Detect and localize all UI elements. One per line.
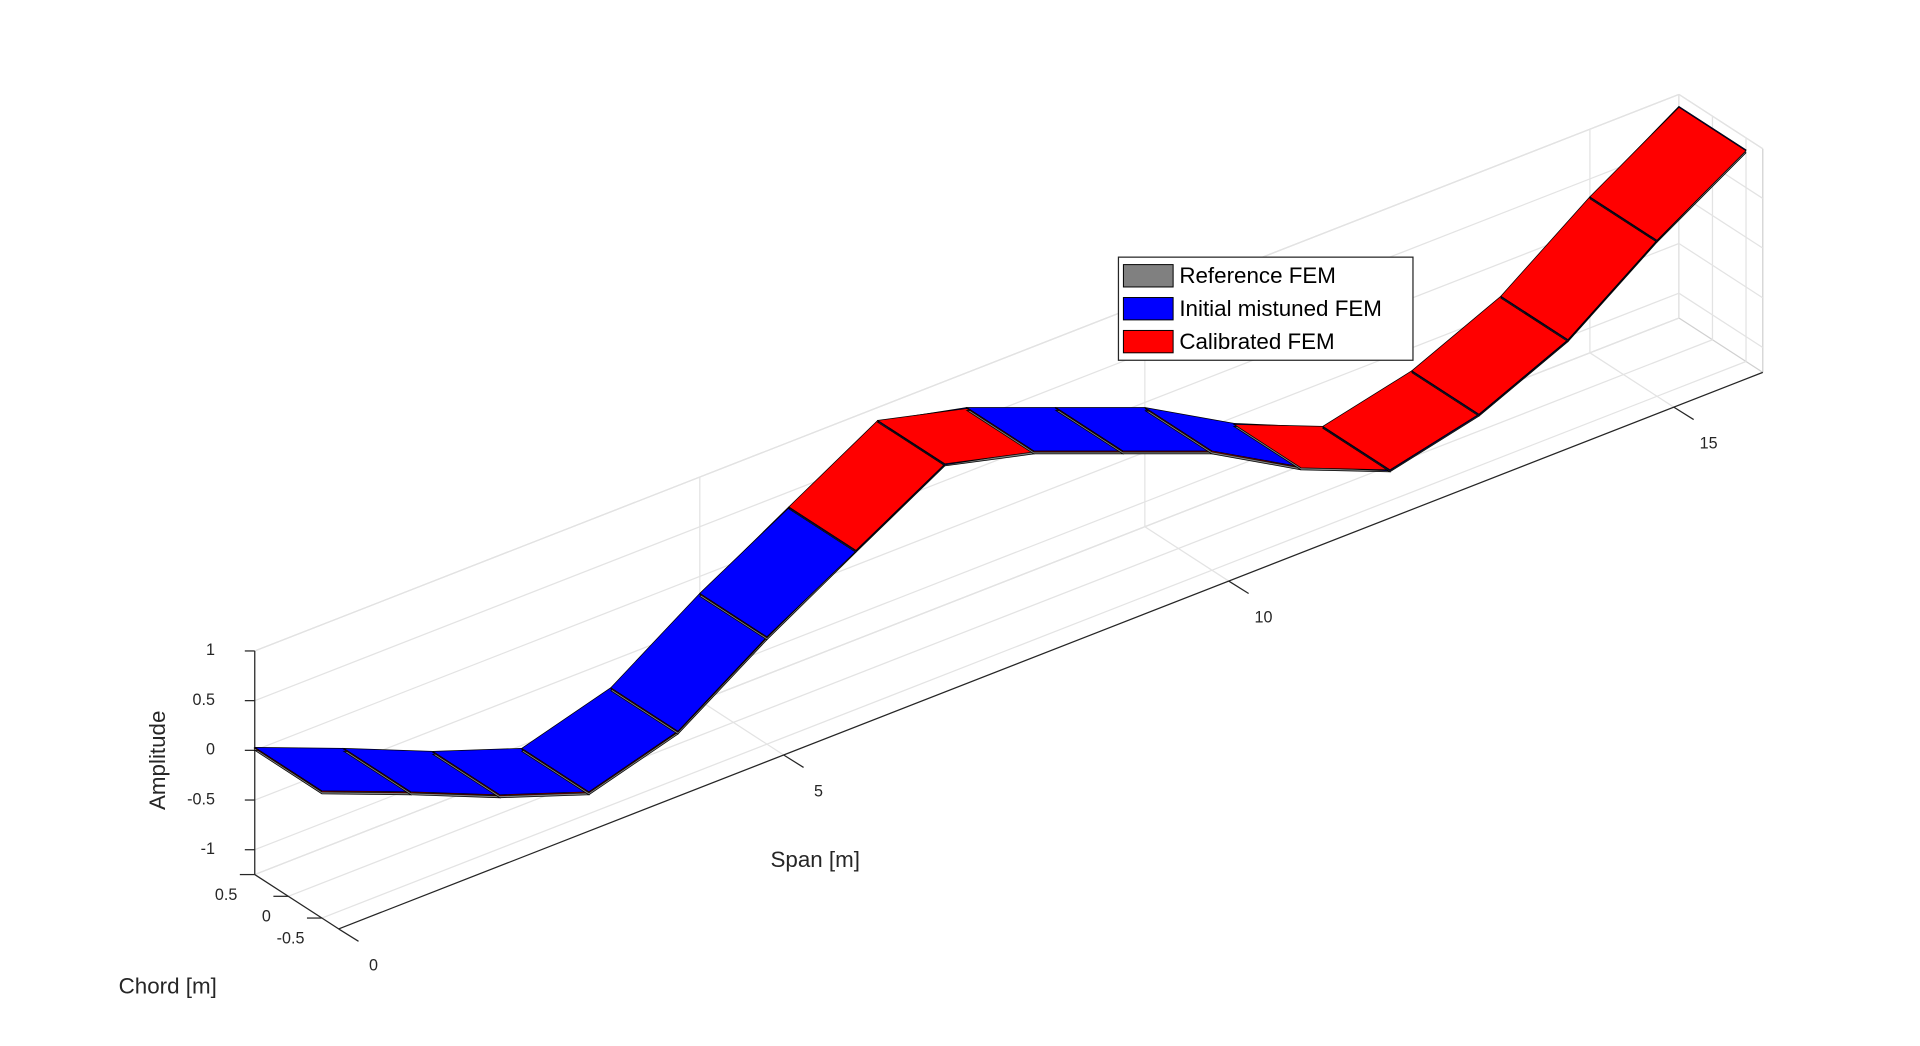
grid-line	[1144, 526, 1230, 582]
x-axis	[338, 371, 1764, 930]
z-axis-label: Amplitude	[145, 711, 170, 810]
y-tick-label: -0.5	[277, 929, 305, 947]
x-tick	[783, 754, 804, 768]
grid-line	[254, 242, 1680, 801]
legend-swatch	[1122, 297, 1174, 321]
grid-line	[1589, 352, 1675, 408]
grid-line	[699, 700, 785, 756]
x-tick	[338, 928, 359, 942]
grid-line	[1678, 242, 1764, 299]
z-tick-label: 1	[206, 641, 215, 659]
x-tick	[1673, 406, 1694, 421]
grid-line	[321, 360, 1747, 919]
grid-line	[254, 93, 1680, 652]
legend-label: Calibrated FEM	[1179, 329, 1334, 354]
y-axis-label: Chord [m]	[119, 974, 217, 999]
legend-swatch	[1122, 329, 1174, 354]
z-tick-label: -0.5	[187, 790, 215, 808]
x-tick-label: 10	[1255, 609, 1273, 627]
x-tick-label: 5	[814, 783, 823, 801]
grid	[254, 93, 1764, 930]
axes: 0 5 10 15 -0.5 0 0.5 -1 -0.5 0 0.5 1	[187, 371, 1764, 974]
z-tick-label: 0	[206, 741, 215, 759]
legend: Reference FEM Initial mistuned FEM Calibra…	[1117, 256, 1414, 361]
x-tick-label: 0	[369, 956, 378, 974]
legend-swatch	[1122, 264, 1174, 288]
y-tick-label: 0	[262, 908, 271, 926]
x-tick-label: 15	[1700, 435, 1718, 453]
grid-line	[1678, 93, 1764, 150]
z-tick-label: 0.5	[193, 691, 215, 709]
x-axis-label: Span [m]	[770, 847, 860, 872]
legend-label: Initial mistuned FEM	[1179, 296, 1382, 321]
z-tick-label: -1	[201, 840, 215, 858]
y-tick-label: 0.5	[215, 886, 237, 904]
surface-patch	[1589, 106, 1747, 241]
legend-label: Reference FEM	[1179, 263, 1336, 288]
y-axis	[254, 874, 339, 930]
surface	[253, 105, 1747, 799]
grid-line	[288, 339, 1713, 897]
x-tick	[1228, 580, 1249, 595]
grid-line	[1678, 292, 1764, 349]
box-edge	[1678, 317, 1764, 373]
grid-line	[254, 193, 1680, 751]
